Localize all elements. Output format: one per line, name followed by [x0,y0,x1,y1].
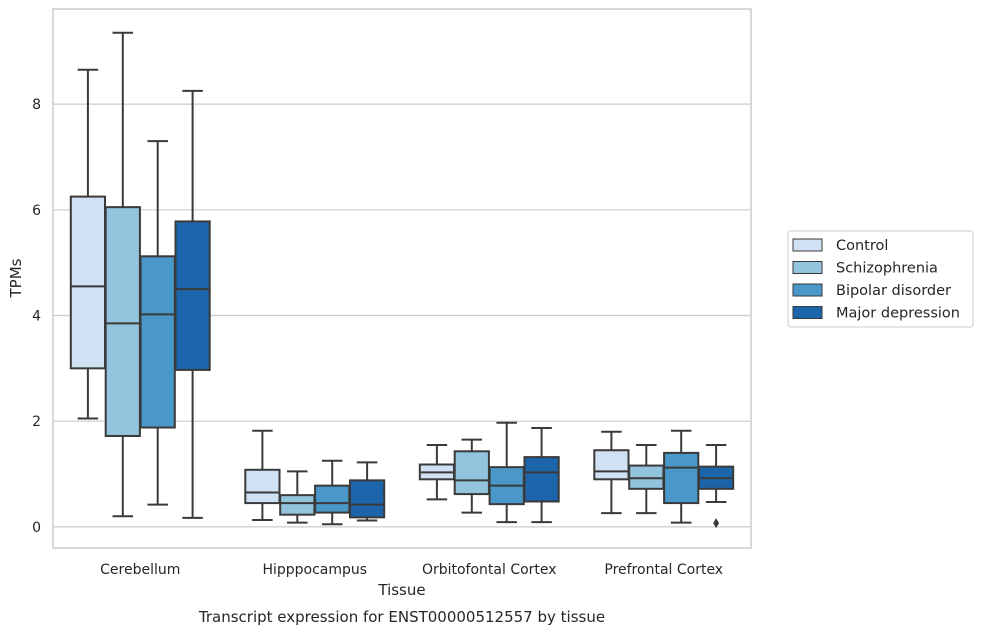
box-group [453,438,490,514]
box-group [104,31,141,518]
box [663,451,700,505]
y-axis-label: TPMs [7,258,25,298]
x-tick-label: Orbitofontal Cortex [422,562,557,578]
legend-label: Control [836,238,888,254]
box [523,456,560,503]
y-tick-label: 8 [32,97,41,113]
box-groups [69,31,735,529]
legend: Control Schizophrenia Bipolar disorder Majo… [787,230,974,328]
box [314,484,351,514]
box-group [139,140,176,506]
box [139,255,176,429]
box [69,195,107,370]
plot-frame [52,8,752,549]
legend-frame [787,230,974,328]
legend-swatch [792,306,823,319]
legend-swatch [792,261,823,274]
box [593,449,630,481]
legend-label: Schizophrenia [836,261,938,277]
box [453,450,490,496]
box-group [244,429,281,521]
x-tick-label: Hipppocampus [262,562,367,578]
legend-label: Major depression [836,306,960,322]
box-group [348,461,386,522]
y-axis-ticks: 0 2 4 6 8 [32,97,41,536]
y-tick-label: 2 [32,414,41,430]
legend-swatch [792,238,823,252]
legend-swatch [792,283,823,297]
legend-label: Bipolar disorder [836,283,951,299]
chart-caption: Transcript expression for ENST0000051255… [198,608,605,626]
box-group [279,470,316,524]
x-axis-label: Tissue [377,581,425,599]
box-group [697,443,735,529]
box-group [593,430,630,515]
box [174,220,211,371]
box-group [523,427,560,524]
box-group [69,68,107,420]
box [244,468,281,505]
x-axis-ticks: Cerebellum Hipppocampus Orbitofontal Corte… [100,562,723,578]
x-tick-label: Cerebellum [100,562,180,578]
y-tick-label: 6 [32,203,41,219]
box [628,464,665,490]
box [279,494,316,516]
y-tick-label: 0 [32,520,41,536]
outlier-point [713,518,720,529]
box-group [174,89,211,519]
x-tick-label: Prefrontal Cortex [604,562,723,578]
box [104,206,141,437]
box [348,479,386,519]
y-tick-label: 4 [32,308,41,324]
